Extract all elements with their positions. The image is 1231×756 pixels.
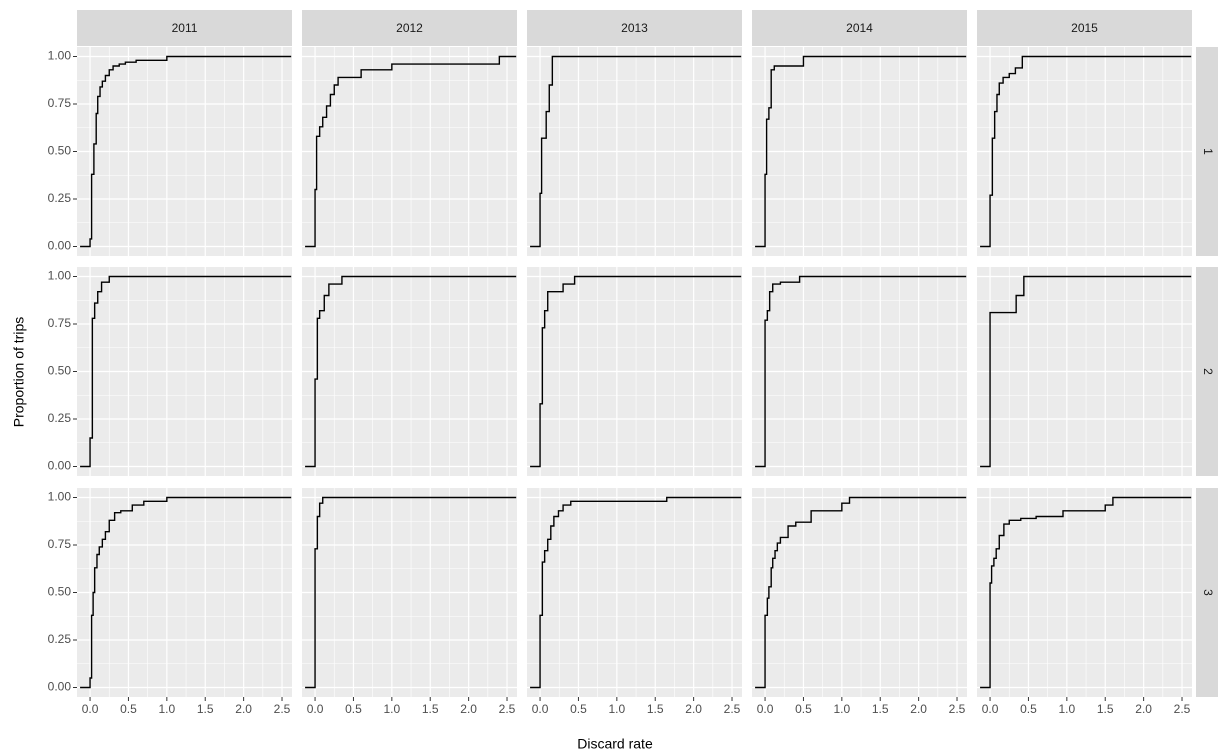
- x-tick-label: 2.5: [724, 702, 741, 716]
- y-tick-label: 0.75: [48, 316, 72, 330]
- facet-strip: [1196, 488, 1218, 697]
- x-tick-label: 0.0: [532, 702, 549, 716]
- x-tick-label: 1.5: [197, 702, 214, 716]
- x-tick-label: 0.0: [757, 702, 774, 716]
- step-line: [530, 496, 742, 689]
- facet-label: 3: [1201, 589, 1215, 596]
- step-line: [755, 55, 967, 248]
- step-line: [980, 55, 1192, 248]
- x-tick-label: 1.0: [608, 702, 625, 716]
- facet-label: 1: [1201, 148, 1215, 155]
- x-tick-label: 1.5: [872, 702, 889, 716]
- step-line: [755, 496, 967, 689]
- x-tick-label: 2.0: [685, 702, 702, 716]
- x-tick-label: 1.5: [647, 702, 664, 716]
- step-line: [530, 275, 742, 468]
- y-tick-label: 0.75: [48, 96, 72, 110]
- step-line: [80, 55, 292, 248]
- step-line: [305, 275, 517, 468]
- x-tick-label: 0.5: [120, 702, 137, 716]
- facet-strip: [1196, 47, 1218, 256]
- facet-strip: [1196, 267, 1218, 476]
- y-tick-label: 0.50: [48, 144, 72, 158]
- step-line: [80, 496, 292, 689]
- x-tick-label: 1.5: [422, 702, 439, 716]
- facet-label: 2013: [621, 21, 648, 35]
- y-tick-label: 0.25: [48, 191, 72, 205]
- x-tick-label: 2.5: [274, 702, 291, 716]
- facet-label: 2011: [172, 21, 198, 35]
- x-tick-label: 1.5: [1097, 702, 1114, 716]
- y-tick-label: 1.00: [48, 490, 72, 504]
- y-axis-label: Proportion of trips: [11, 317, 27, 428]
- x-tick-label: 0.0: [982, 702, 999, 716]
- x-tick-label: 0.5: [345, 702, 362, 716]
- x-tick-label: 2.0: [910, 702, 927, 716]
- x-tick-label: 1.0: [158, 702, 175, 716]
- x-tick-label: 2.5: [1174, 702, 1191, 716]
- facet-strip: [527, 10, 742, 46]
- facet-strip: [752, 10, 967, 46]
- step-line: [980, 275, 1192, 468]
- facet-strip: [302, 10, 517, 46]
- facet-label: 2014: [846, 21, 873, 35]
- y-tick-label: 0.50: [48, 585, 72, 599]
- x-axis-label: Discard rate: [577, 736, 653, 752]
- step-line: [80, 275, 292, 468]
- x-tick-label: 1.0: [383, 702, 400, 716]
- x-tick-label: 0.5: [795, 702, 812, 716]
- y-tick-label: 0.25: [48, 632, 72, 646]
- y-tick-label: 0.00: [48, 239, 72, 253]
- y-tick-label: 0.00: [48, 459, 72, 473]
- x-tick-label: 1.0: [1058, 702, 1075, 716]
- x-tick-label: 2.5: [949, 702, 966, 716]
- facet-strip: [77, 10, 292, 46]
- step-line: [530, 55, 742, 248]
- x-tick-label: 1.0: [833, 702, 850, 716]
- x-tick-label: 2.0: [235, 702, 252, 716]
- x-tick-label: 0.0: [307, 702, 324, 716]
- x-tick-label: 2.0: [1135, 702, 1152, 716]
- x-tick-label: 2.0: [460, 702, 477, 716]
- x-tick-label: 2.5: [499, 702, 516, 716]
- y-tick-label: 0.00: [48, 680, 72, 694]
- facet-label: 2015: [1071, 21, 1098, 35]
- x-tick-label: 0.0: [82, 702, 99, 716]
- step-line: [305, 496, 517, 689]
- step-line: [755, 275, 967, 468]
- step-line: [305, 55, 517, 248]
- y-tick-label: 0.75: [48, 537, 72, 551]
- y-tick-label: 0.25: [48, 411, 72, 425]
- y-tick-label: 1.00: [48, 49, 72, 63]
- y-tick-label: 0.50: [48, 364, 72, 378]
- step-line: [980, 496, 1192, 689]
- y-tick-label: 1.00: [48, 269, 72, 283]
- facet-label: 2012: [396, 21, 423, 35]
- x-tick-label: 0.5: [570, 702, 587, 716]
- x-tick-label: 0.5: [1020, 702, 1037, 716]
- facet-label: 2: [1201, 368, 1215, 375]
- facet-strip: [977, 10, 1192, 46]
